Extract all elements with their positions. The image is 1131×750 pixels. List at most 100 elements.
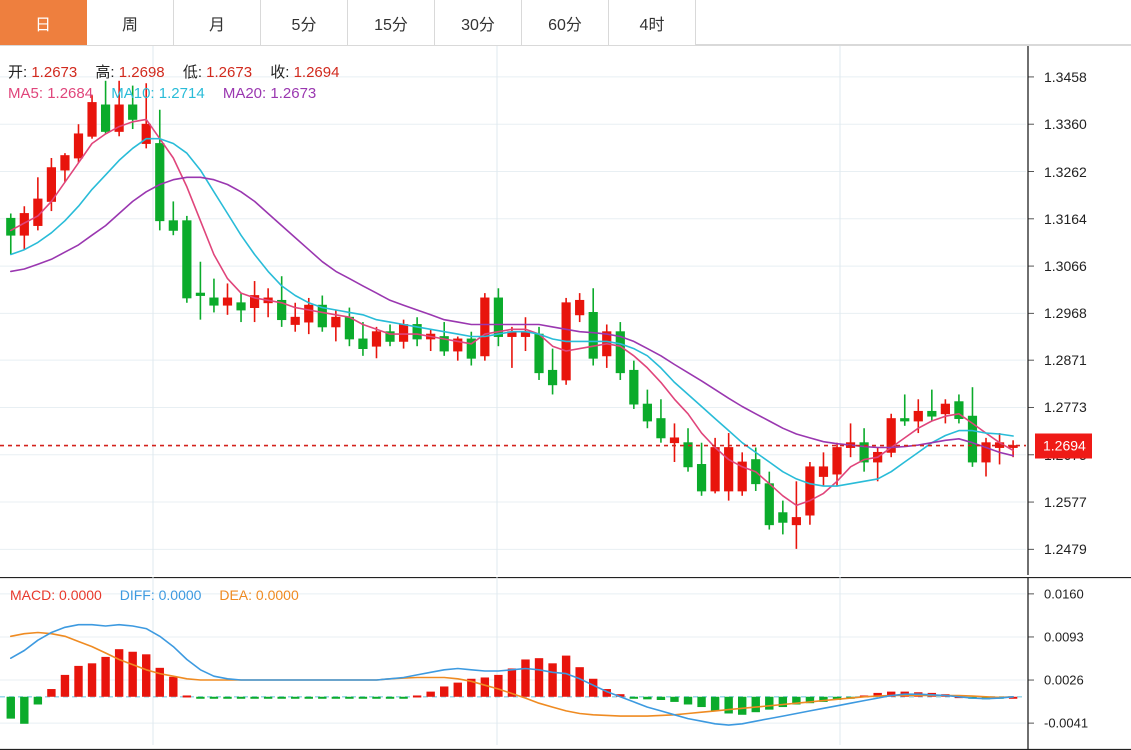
candle-body — [724, 447, 734, 492]
macd-bar — [196, 696, 205, 699]
open-value: 1.2673 — [31, 64, 78, 81]
diff-label: DIFF: — [119, 587, 155, 603]
timeframe-tabbar: 日 周 月 5分 15分 30分 60分 4时 — [0, 0, 1131, 45]
timeframe-tab-0[interactable]: 日 — [0, 0, 87, 45]
candle-body — [940, 403, 950, 415]
macd-bar — [250, 696, 259, 699]
macd-bar — [534, 658, 544, 697]
candle-body — [629, 369, 639, 405]
price-axis-label: 1.2577 — [1044, 494, 1087, 511]
candle-body — [439, 336, 449, 352]
macd-bar — [87, 663, 97, 697]
candle-body — [534, 333, 544, 374]
timeframe-tab-4[interactable]: 15分 — [348, 0, 435, 45]
dea-value: 0.0000 — [255, 587, 299, 603]
macd-bar — [507, 668, 517, 697]
timeframe-tab-label: 30分 — [461, 16, 495, 34]
macd-label: MACD: — [10, 587, 56, 603]
ma10-label: MA10: — [111, 85, 155, 102]
macd-bar — [805, 696, 815, 704]
timeframe-tab-2[interactable]: 月 — [174, 0, 261, 45]
macd-bar — [710, 696, 720, 711]
candle-body — [290, 316, 300, 325]
macd-bar — [589, 678, 598, 697]
candle-body — [453, 338, 463, 352]
candle-body — [818, 466, 829, 477]
ma5-value: 1.2684 — [47, 85, 94, 102]
macd-bar — [182, 695, 192, 698]
macd-bar — [886, 691, 896, 697]
macd-bar — [142, 654, 151, 697]
macd-bar — [426, 691, 435, 697]
macd-bar — [20, 696, 29, 724]
candle-body — [398, 324, 409, 342]
macd-bar — [643, 696, 652, 700]
candle-body — [195, 292, 206, 296]
macd-bar — [738, 696, 747, 715]
timeframe-tab-3[interactable]: 5分 — [261, 0, 348, 45]
macd-bar — [602, 689, 611, 697]
macd-bar — [399, 696, 408, 699]
candle-body — [480, 297, 490, 357]
timeframe-tab-6[interactable]: 60分 — [522, 0, 609, 45]
candle-body — [331, 316, 341, 328]
candle-body — [182, 220, 192, 299]
candle-body — [304, 304, 314, 323]
price-pane[interactable]: 开: 1.2673 高: 1.2698 低: 1.2673 收: 1.2694 — [0, 45, 1131, 575]
macd-bar — [128, 651, 137, 697]
macd-value: 0.0000 — [59, 587, 102, 603]
macd-bar — [629, 696, 639, 699]
candle-body — [656, 418, 666, 439]
macd-bar — [33, 696, 43, 705]
timeframe-tab-5[interactable]: 30分 — [435, 0, 522, 45]
macd-axis-label: 0.0093 — [1044, 629, 1084, 645]
candle-body — [6, 217, 16, 236]
candle-body — [222, 297, 233, 306]
macd-bar — [548, 663, 557, 697]
macd-bar — [385, 696, 395, 699]
candle-body — [805, 466, 815, 516]
macd-legend: MACD: 0.0000 DIFF: 0.0000 DEA: 0.0000 — [10, 587, 313, 603]
price-axis-label: 1.3360 — [1044, 116, 1087, 133]
macd-pane[interactable]: MACD: 0.0000 DIFF: 0.0000 DEA: 0.0000 0.… — [0, 577, 1131, 750]
chart-container: 开: 1.2673 高: 1.2698 低: 1.2673 收: 1.2694 — [0, 45, 1131, 750]
candle-body — [981, 442, 991, 463]
macd-bar — [765, 696, 774, 710]
dea-line — [10, 631, 1014, 717]
price-axis-label: 1.3262 — [1044, 163, 1087, 180]
macd-bar — [873, 692, 882, 697]
candle-body — [778, 512, 788, 523]
close-value: 1.2694 — [293, 64, 340, 81]
macd-bar — [236, 696, 246, 699]
macd-bar — [670, 696, 679, 702]
macd-chart-svg — [0, 577, 1131, 750]
low-label: 低: — [182, 64, 202, 81]
timeframe-tab-1[interactable]: 周 — [87, 0, 174, 45]
candle-body — [683, 442, 693, 468]
macd-bar — [331, 696, 341, 699]
candle-body — [168, 220, 178, 231]
price-axis-label: 1.3458 — [1044, 68, 1087, 85]
macd-bar — [304, 696, 313, 699]
timeframe-tab-7[interactable]: 4时 — [609, 0, 696, 45]
candle-body — [764, 483, 774, 526]
diff-value: 0.0000 — [158, 587, 202, 603]
macd-bar — [792, 696, 801, 705]
macd-bar — [616, 694, 625, 697]
macd-bar — [277, 696, 286, 699]
macd-bar — [819, 696, 828, 702]
macd-axis-label: 0.0026 — [1044, 672, 1084, 688]
timeframe-tab-label: 4时 — [639, 16, 665, 34]
candle-body — [832, 447, 842, 475]
ma10-line — [10, 137, 1014, 487]
macd-bar — [358, 696, 368, 699]
diff-line — [10, 623, 1014, 726]
candle-body — [493, 297, 503, 337]
timeframe-tab-label: 5分 — [291, 16, 317, 34]
ma5-label: MA5: — [8, 85, 44, 102]
candle-body — [913, 410, 923, 422]
candle-body — [277, 299, 287, 321]
candle-body — [19, 213, 29, 236]
macd-bar — [345, 696, 354, 699]
